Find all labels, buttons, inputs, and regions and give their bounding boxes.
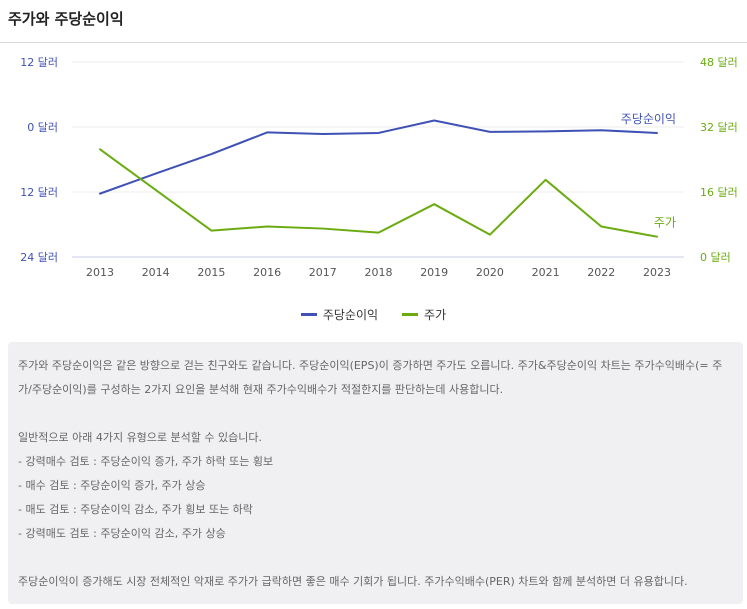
- left-tick-label: 0 달러: [27, 121, 58, 134]
- x-tick-label: 2022: [587, 266, 615, 279]
- x-tick-label: 2021: [532, 266, 560, 279]
- series-line-eps: [99, 119, 658, 195]
- x-axis-ticks: 2013 2014 2015 2016 2017 2018 2019 2020 2021 2022…: [86, 266, 671, 279]
- x-tick-label: 2020: [476, 266, 504, 279]
- chart-grid: [72, 61, 684, 258]
- right-axis-ticks: 48 달러 32 달러 16 달러 0 달러: [700, 56, 738, 264]
- description-item-1: - 강력매수 검토 : 주당순이익 증가, 주가 하락 또는 횡보: [18, 455, 274, 468]
- right-tick-label: 32 달러: [700, 121, 738, 134]
- description-paragraph-1: 주가와 주당순이익은 같은 방향으로 걷는 친구와도 같습니다. 주당순이익(E…: [18, 359, 723, 396]
- right-tick-label: 0 달러: [700, 251, 731, 264]
- x-tick-label: 2013: [86, 266, 114, 279]
- legend-label-price: 주가: [424, 308, 447, 322]
- chart-series: [99, 119, 658, 238]
- description-item-2: - 매수 검토 : 주당순이익 증가, 주가 상승: [18, 479, 206, 492]
- x-tick-label: 2017: [309, 266, 337, 279]
- description-outro: 주당순이익이 증가해도 시장 전체적인 악재로 주가가 급락하면 좋은 매수 기…: [18, 575, 688, 588]
- right-tick-label: 48 달러: [700, 56, 738, 69]
- legend-label-eps: 주당순이익: [322, 308, 379, 322]
- left-tick-label: 24 달러: [20, 251, 58, 264]
- legend-swatch-price: [402, 313, 419, 316]
- left-tick-label: 12 달러: [20, 56, 58, 69]
- x-tick-label: 2018: [365, 266, 393, 279]
- legend-swatch-eps: [300, 313, 317, 316]
- description-item-3: - 매도 검토 : 주당순이익 감소, 주가 횡보 또는 하락: [18, 503, 253, 516]
- right-tick-label: 16 달러: [700, 186, 738, 199]
- description-box: 주가와 주당순이익은 같은 방향으로 걷는 친구와도 같습니다. 주당순이익(E…: [8, 342, 743, 604]
- x-tick-label: 2014: [142, 266, 170, 279]
- legend-item-eps[interactable]: 주당순이익: [300, 306, 379, 323]
- legend-item-price[interactable]: 주가: [402, 306, 446, 323]
- series-label-eps: 주당순이익: [621, 112, 676, 126]
- chart-legend: 주당순이익 주가: [0, 306, 747, 323]
- left-tick-label: 12 달러: [20, 186, 58, 199]
- header-divider: [0, 42, 747, 43]
- x-tick-label: 2019: [420, 266, 448, 279]
- left-axis-ticks: 12 달러 0 달러 12 달러 24 달러: [20, 56, 58, 264]
- x-tick-label: 2015: [197, 266, 225, 279]
- x-tick-label: 2023: [643, 266, 671, 279]
- description-intro: 일반적으로 아래 4가지 유형으로 분석할 수 있습니다.: [18, 431, 262, 444]
- x-tick-label: 2016: [253, 266, 281, 279]
- page-title: 주가와 주당순이익: [8, 10, 124, 28]
- series-line-price: [99, 148, 658, 238]
- description-item-4: - 강력매도 검토 : 주당순이익 감소, 주가 상승: [18, 527, 226, 540]
- series-label-price: 주가: [654, 216, 676, 230]
